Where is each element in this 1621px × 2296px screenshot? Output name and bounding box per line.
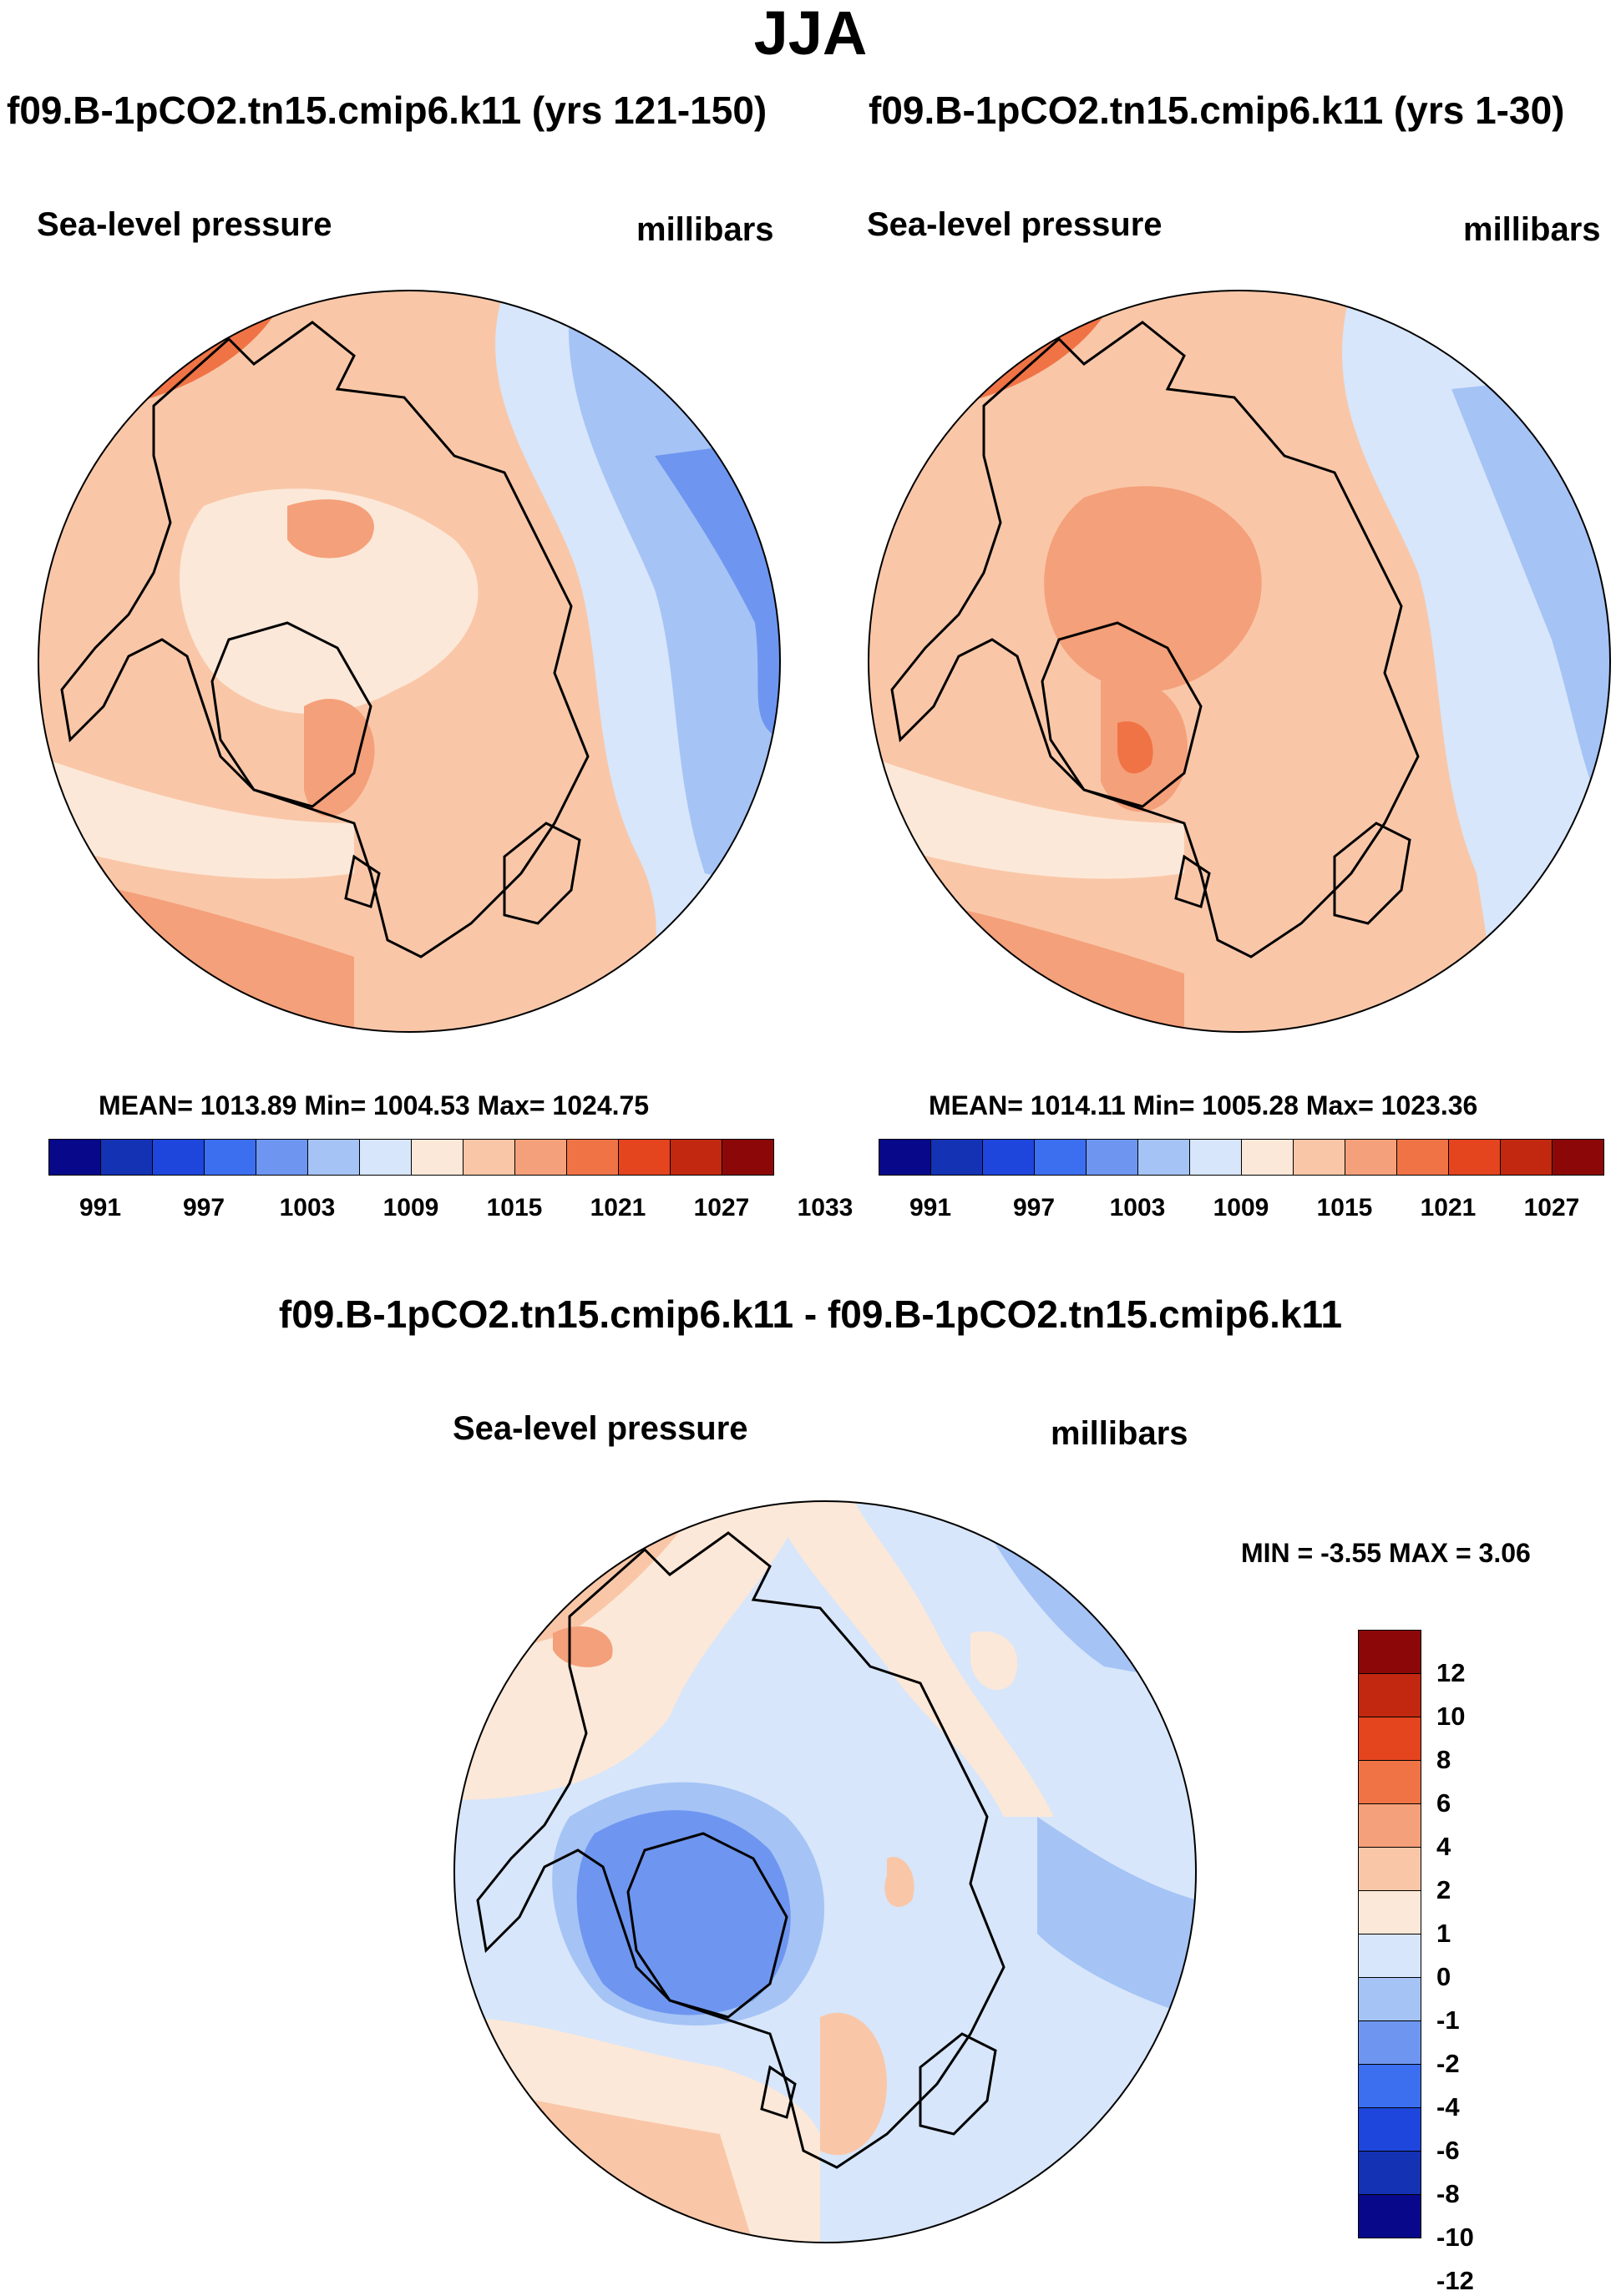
colorbar-label: 991 xyxy=(79,1194,122,1221)
colorbar-swatch xyxy=(1448,1139,1501,1176)
colorbar-swatch xyxy=(618,1139,671,1176)
colorbar-label: 1003 xyxy=(279,1194,336,1221)
colorbar-swatch xyxy=(1358,1630,1421,1674)
colorbar-label: 12 xyxy=(1436,1658,1466,1687)
colorbar-label: -1 xyxy=(1436,2005,1460,2035)
colorbar-swatch xyxy=(1358,1673,1421,1717)
colorbar-swatch xyxy=(879,1139,931,1176)
colorbar-swatch xyxy=(1293,1139,1345,1176)
colorbar-swatch xyxy=(1358,1717,1421,1761)
right-variable-label: Sea-level pressure xyxy=(867,206,1163,243)
colorbar-label: 1033 xyxy=(797,1194,854,1221)
colorbar-label: -6 xyxy=(1436,2136,1460,2165)
colorbar-swatch xyxy=(100,1139,153,1176)
left-colorbar: 991 997 1003 1009 1015 1021 1027 1033 xyxy=(48,1139,853,1231)
colorbar-label: 6 xyxy=(1436,1788,1451,1818)
difference-minmax: MIN = -3.55 MAX = 3.06 xyxy=(1241,1538,1531,1568)
colorbar-swatch xyxy=(982,1139,1035,1176)
difference-title: f09.B-1pCO2.tn15.cmip6.k11 - f09.B-1pCO2… xyxy=(278,1292,1343,1336)
colorbar-swatch xyxy=(514,1139,567,1176)
left-variable-label: Sea-level pressure xyxy=(37,206,332,243)
colorbar-swatch xyxy=(1358,1760,1421,1804)
colorbar-swatch xyxy=(1358,2151,1421,2195)
left-units-label: millibars xyxy=(636,211,774,248)
colorbar-label: 1021 xyxy=(1420,1194,1477,1221)
colorbar-swatch xyxy=(1358,1847,1421,1891)
colorbar-swatch xyxy=(930,1139,983,1176)
colorbar-label: -4 xyxy=(1436,2092,1460,2122)
colorbar-label: -8 xyxy=(1436,2179,1460,2208)
colorbar-swatch xyxy=(256,1139,308,1176)
colorbar-label: -10 xyxy=(1436,2223,1474,2252)
colorbar-label: 8 xyxy=(1436,1745,1451,1774)
colorbar-label: 1015 xyxy=(1316,1194,1373,1221)
colorbar-swatch xyxy=(1358,2107,1421,2152)
colorbar-swatch xyxy=(1396,1139,1449,1176)
colorbar-swatch xyxy=(670,1139,722,1176)
colorbar-swatch xyxy=(359,1139,412,1176)
colorbar-swatch xyxy=(1241,1139,1294,1176)
colorbar-swatch xyxy=(48,1139,101,1176)
left-panel-title: f09.B-1pCO2.tn15.cmip6.k11 (yrs 121-150) xyxy=(7,89,767,132)
right-units-label: millibars xyxy=(1463,211,1601,248)
colorbar-swatch xyxy=(1189,1139,1242,1176)
colorbar-label: 1 xyxy=(1436,1919,1451,1948)
colorbar-label: 1027 xyxy=(1523,1194,1580,1221)
colorbar-swatch xyxy=(1358,1803,1421,1848)
colorbar-swatch xyxy=(1358,2194,1421,2238)
colorbar-swatch xyxy=(722,1139,774,1176)
colorbar-label: 997 xyxy=(1012,1194,1056,1221)
colorbar-swatch xyxy=(152,1139,205,1176)
figure-title: JJA xyxy=(753,0,868,68)
colorbar-label: 997 xyxy=(182,1194,225,1221)
colorbar-swatch xyxy=(1086,1139,1138,1176)
colorbar-label: 1021 xyxy=(590,1194,646,1221)
colorbar-label: 1003 xyxy=(1109,1194,1166,1221)
colorbar-swatch xyxy=(1345,1139,1397,1176)
difference-units-label: millibars xyxy=(1051,1415,1188,1452)
colorbar-swatch xyxy=(463,1139,515,1176)
colorbar-label: -12 xyxy=(1436,2266,1474,2295)
colorbar-swatch xyxy=(1358,1890,1421,1934)
right-map xyxy=(868,290,1611,1033)
colorbar-swatch xyxy=(1358,1977,1421,2021)
colorbar-swatch xyxy=(1500,1139,1553,1176)
left-stats: MEAN= 1013.89 Min= 1004.53 Max= 1024.75 xyxy=(99,1090,650,1120)
colorbar-label: 1009 xyxy=(1213,1194,1269,1221)
colorbar-label: 0 xyxy=(1436,1962,1451,1991)
colorbar-label: 991 xyxy=(909,1194,952,1221)
colorbar-swatch xyxy=(1137,1139,1190,1176)
colorbar-swatch xyxy=(1358,2020,1421,2065)
colorbar-swatch xyxy=(1552,1139,1604,1176)
right-stats: MEAN= 1014.11 Min= 1005.28 Max= 1023.36 xyxy=(929,1090,1478,1120)
colorbar-swatch xyxy=(1034,1139,1087,1176)
left-map xyxy=(38,290,781,1033)
colorbar-label: 1009 xyxy=(382,1194,439,1221)
colorbar-label: 1027 xyxy=(693,1194,750,1221)
colorbar-swatch xyxy=(411,1139,464,1176)
colorbar-swatch xyxy=(1358,1934,1421,1978)
colorbar-label: 10 xyxy=(1436,1702,1466,1731)
colorbar-swatch xyxy=(1358,2064,1421,2108)
difference-variable-label: Sea-level pressure xyxy=(453,1410,748,1447)
right-panel-title: f09.B-1pCO2.tn15.cmip6.k11 (yrs 1-30) xyxy=(869,89,1565,132)
colorbar-label: 2 xyxy=(1436,1875,1451,1904)
colorbar-swatch xyxy=(307,1139,360,1176)
colorbar-swatch xyxy=(204,1139,256,1176)
colorbar-label: 4 xyxy=(1436,1832,1451,1861)
colorbar-swatch xyxy=(566,1139,619,1176)
colorbar-label: -2 xyxy=(1436,2049,1460,2078)
difference-colorbar: 12 10 8 6 4 2 1 0 -1 -2 -4 -6 -8 -10 -12 xyxy=(1358,1630,1525,2295)
colorbar-label: 1015 xyxy=(486,1194,543,1221)
difference-map xyxy=(453,1500,1197,2243)
